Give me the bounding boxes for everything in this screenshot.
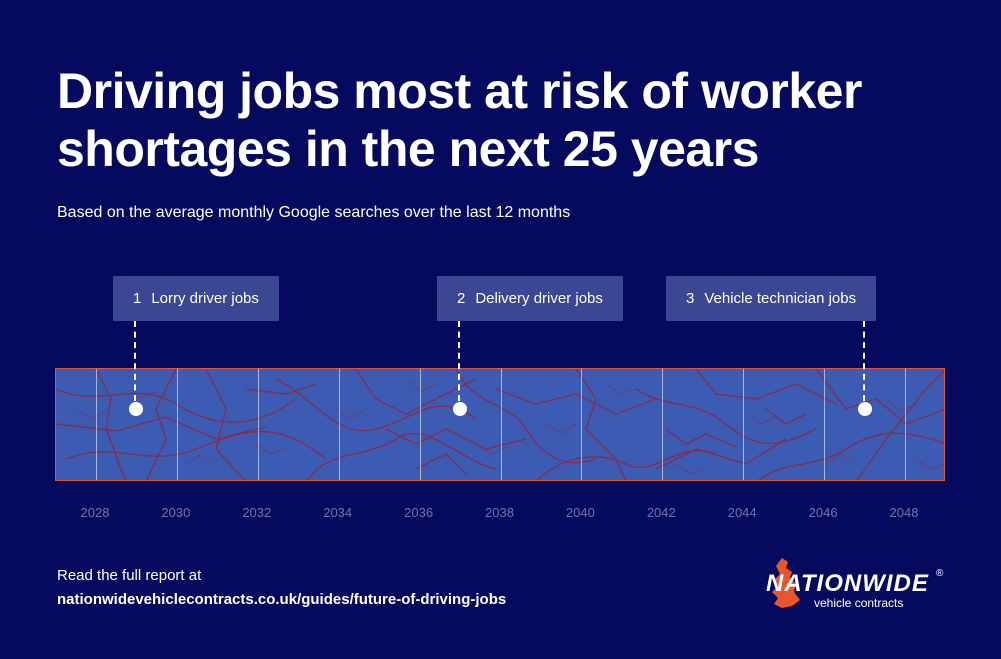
callout-box: 2 Delivery driver jobs bbox=[437, 276, 623, 321]
timeline-strip bbox=[55, 368, 945, 481]
gridline bbox=[824, 369, 826, 480]
year-tick-label: 2046 bbox=[808, 505, 838, 520]
year-tick-label: 2032 bbox=[242, 505, 272, 520]
year-tick-label: 2040 bbox=[565, 505, 595, 520]
year-tick-label: 2044 bbox=[727, 505, 757, 520]
registered-mark: ® bbox=[936, 568, 944, 579]
gridline bbox=[743, 369, 745, 480]
page-title: Driving jobs most at risk of worker shor… bbox=[57, 63, 862, 177]
gridline bbox=[581, 369, 583, 480]
callout-connector bbox=[458, 321, 461, 401]
gridline bbox=[96, 369, 97, 480]
gridline bbox=[257, 369, 259, 480]
gridline bbox=[662, 369, 664, 480]
year-tick-label: 2030 bbox=[161, 505, 191, 520]
gridline bbox=[338, 369, 340, 480]
logo-wordmark: NATIONWIDE bbox=[766, 570, 929, 597]
callout-box: 3 Vehicle technician jobs bbox=[666, 276, 877, 321]
year-tick-label: 2036 bbox=[404, 505, 434, 520]
year-tick-label: 2028 bbox=[80, 505, 110, 520]
gridline bbox=[176, 369, 178, 480]
logo-tagline: vehicle contracts bbox=[814, 596, 904, 610]
callout-label: Delivery driver jobs bbox=[475, 290, 603, 307]
nationwide-logo: NATIONWIDE ® vehicle contracts bbox=[766, 556, 956, 616]
year-tick-label: 2048 bbox=[889, 505, 919, 520]
page-subtitle: Based on the average monthly Google sear… bbox=[57, 204, 571, 221]
callout-rank: 2 bbox=[457, 290, 466, 307]
timeline-marker-dot bbox=[857, 402, 872, 416]
report-intro-text: Read the full report at bbox=[57, 567, 202, 584]
callout-rank: 3 bbox=[686, 290, 695, 307]
timeline-marker-dot bbox=[453, 402, 468, 416]
year-tick-label: 2042 bbox=[646, 505, 676, 520]
year-tick-label: 2038 bbox=[485, 505, 514, 520]
gridline bbox=[500, 369, 502, 480]
callout-connector bbox=[862, 321, 865, 401]
callout-label: Vehicle technician jobs bbox=[704, 290, 857, 307]
callout-connector bbox=[134, 321, 137, 401]
report-link[interactable]: nationwidevehiclecontracts.co.uk/guides/… bbox=[57, 591, 507, 608]
road-map-texture bbox=[56, 369, 944, 480]
year-tick-label: 2034 bbox=[323, 505, 353, 520]
callout-box: 1 Lorry driver jobs bbox=[113, 276, 279, 321]
gridline bbox=[419, 369, 421, 480]
callout-label: Lorry driver jobs bbox=[151, 290, 259, 307]
callout-rank: 1 bbox=[133, 290, 142, 307]
gridline bbox=[905, 369, 906, 480]
uk-map-icon bbox=[772, 558, 800, 608]
timeline-marker-dot bbox=[129, 402, 144, 416]
